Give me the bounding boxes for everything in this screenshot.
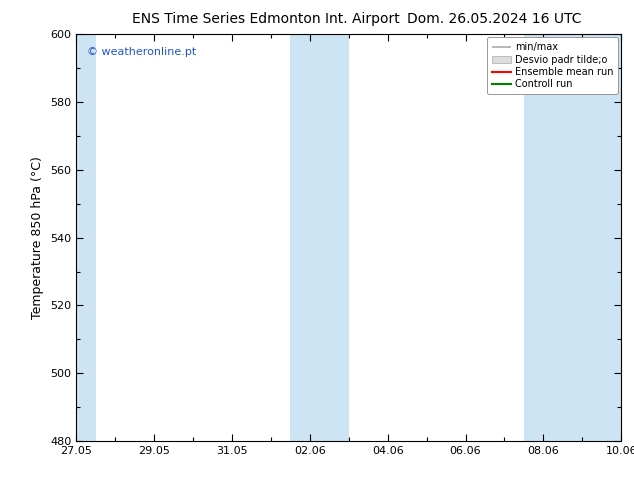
Bar — [72, 34, 96, 441]
Text: Dom. 26.05.2024 16 UTC: Dom. 26.05.2024 16 UTC — [407, 12, 582, 26]
Bar — [524, 34, 625, 441]
Legend: min/max, Desvio padr tilde;o, Ensemble mean run, Controll run: min/max, Desvio padr tilde;o, Ensemble m… — [487, 37, 618, 94]
Bar — [290, 34, 349, 441]
Y-axis label: Temperature 850 hPa (°C): Temperature 850 hPa (°C) — [32, 156, 44, 319]
Text: ENS Time Series Edmonton Int. Airport: ENS Time Series Edmonton Int. Airport — [133, 12, 400, 26]
Text: © weatheronline.pt: © weatheronline.pt — [87, 47, 197, 56]
